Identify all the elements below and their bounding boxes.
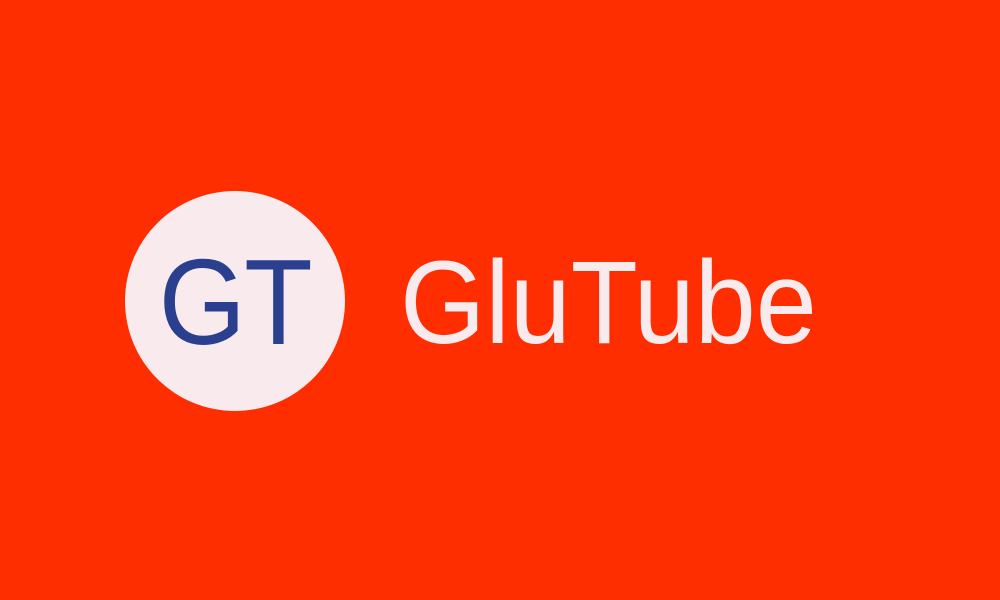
logo-initials: GT (158, 234, 313, 370)
logo-badge: GT (125, 191, 345, 411)
brand-name: GluTube (400, 237, 817, 369)
logo-lockup: GT GluTube (125, 191, 848, 411)
